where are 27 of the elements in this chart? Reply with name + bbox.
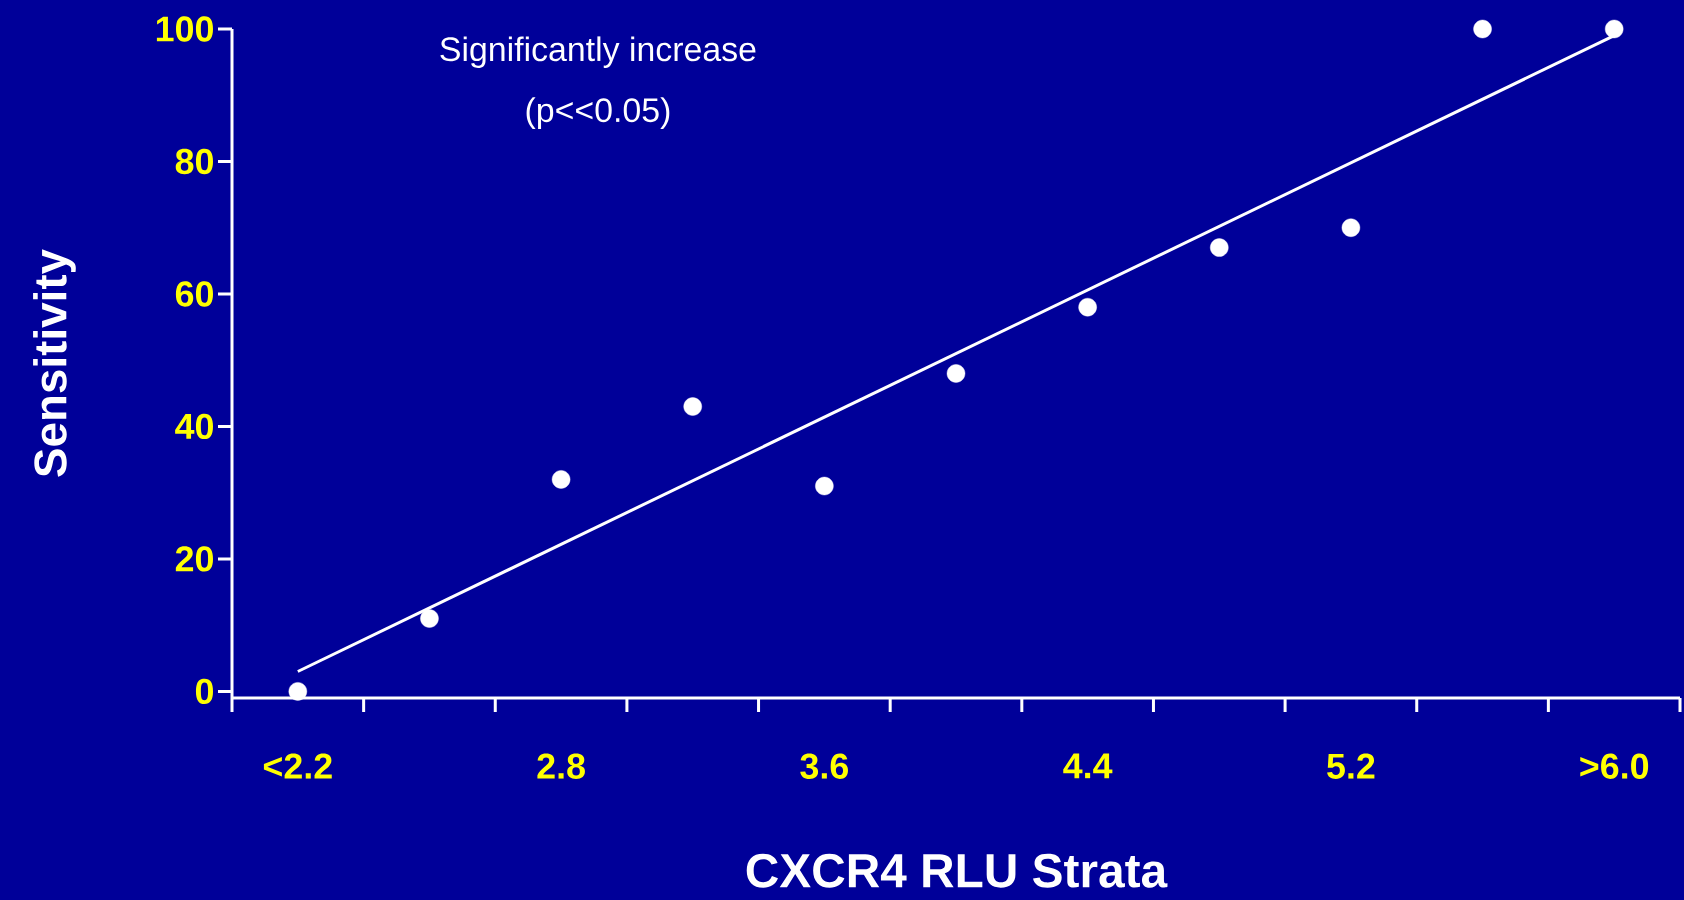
x-tick-label: 3.6 xyxy=(800,753,848,779)
annotation: Significantly increase xyxy=(440,36,756,68)
y-tick-label: 20 xyxy=(175,546,213,572)
y-tick-label: 80 xyxy=(175,148,213,175)
annotation: (p<<0.05) xyxy=(526,97,670,129)
y-tick-label: 0 xyxy=(195,678,213,705)
x-tick-label: >6.0 xyxy=(1580,753,1649,779)
point xyxy=(1210,238,1229,257)
point xyxy=(288,682,308,701)
y-tick-label: 40 xyxy=(175,413,213,440)
point xyxy=(1078,297,1097,317)
point xyxy=(946,364,966,383)
x-tick-label: <2.2 xyxy=(263,753,332,779)
point xyxy=(551,470,571,489)
point xyxy=(1473,19,1492,39)
y-tick-label: 60 xyxy=(175,281,213,307)
y-axis-title: Sensitivity xyxy=(33,249,76,477)
x-tick-label: 4.4 xyxy=(1063,753,1113,779)
x-tick-label: 5.2 xyxy=(1327,753,1375,779)
x-tick-label: 2.8 xyxy=(537,753,585,779)
point xyxy=(1341,218,1361,237)
y-tick-label: 100 xyxy=(156,16,213,42)
x-axis-title: CXCR4 RLU Strata xyxy=(746,853,1168,888)
point xyxy=(420,609,439,628)
point xyxy=(683,397,702,416)
point xyxy=(815,476,834,496)
point xyxy=(1604,19,1624,39)
